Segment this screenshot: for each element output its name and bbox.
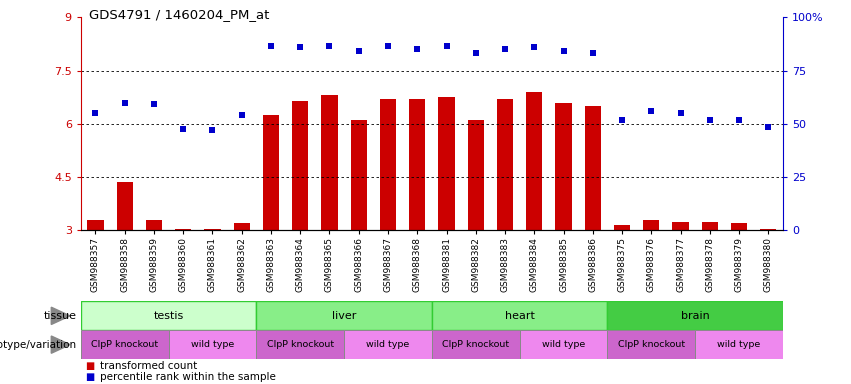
Bar [643, 220, 660, 230]
Polygon shape [51, 307, 70, 324]
Point [703, 117, 717, 123]
Point [176, 126, 190, 132]
Text: brain: brain [681, 311, 710, 321]
Bar [88, 220, 104, 230]
Point [118, 99, 132, 106]
Point [615, 117, 629, 123]
Text: ■: ■ [85, 361, 94, 371]
Bar [344, 330, 431, 359]
Point [352, 48, 366, 54]
Bar [468, 120, 484, 230]
Bar [292, 101, 308, 230]
Point [264, 43, 277, 49]
Point [674, 110, 688, 116]
Point [147, 101, 161, 108]
Bar [81, 301, 256, 330]
Bar [695, 330, 783, 359]
Text: ClpP knockout: ClpP knockout [266, 340, 334, 349]
Text: ClpP knockout: ClpP knockout [618, 340, 685, 349]
Bar [432, 301, 608, 330]
Bar [175, 228, 191, 230]
Bar [672, 222, 688, 230]
Point [440, 43, 454, 49]
Bar [351, 120, 367, 230]
Point [557, 48, 570, 54]
Text: GDS4791 / 1460204_PM_at: GDS4791 / 1460204_PM_at [89, 8, 270, 21]
Bar [322, 96, 338, 230]
Text: wild type: wild type [542, 340, 585, 349]
Bar [585, 106, 601, 230]
Point [410, 46, 424, 52]
Bar [234, 223, 250, 230]
Bar [117, 182, 133, 230]
Text: ClpP knockout: ClpP knockout [91, 340, 158, 349]
Bar [409, 99, 426, 230]
Point [235, 112, 248, 118]
Bar [608, 330, 695, 359]
Bar [760, 228, 776, 230]
Point [498, 46, 511, 52]
Bar [256, 301, 431, 330]
Point [528, 44, 541, 50]
Point [469, 50, 483, 56]
Bar [520, 330, 608, 359]
Bar [438, 97, 454, 230]
Point [586, 50, 600, 56]
Point [381, 43, 395, 50]
Text: genotype/variation: genotype/variation [0, 339, 77, 350]
Point [206, 127, 220, 133]
Bar [497, 99, 513, 230]
Bar [380, 99, 396, 230]
Text: percentile rank within the sample: percentile rank within the sample [100, 372, 276, 382]
Bar [608, 301, 783, 330]
Bar [81, 330, 168, 359]
Bar [731, 223, 747, 230]
Bar [146, 220, 162, 230]
Bar [263, 115, 279, 230]
Text: tissue: tissue [43, 311, 77, 321]
Bar [614, 225, 630, 230]
Text: wild type: wild type [367, 340, 409, 349]
Point [762, 124, 775, 131]
Point [732, 117, 745, 123]
Text: heart: heart [505, 311, 534, 321]
Point [89, 110, 102, 116]
Bar [556, 103, 572, 230]
Text: wild type: wild type [717, 340, 761, 349]
Point [323, 43, 336, 50]
Text: wild type: wild type [191, 340, 234, 349]
Bar [432, 330, 520, 359]
Point [644, 108, 658, 114]
Bar [168, 330, 256, 359]
Text: ■: ■ [85, 372, 94, 382]
Point [294, 45, 307, 51]
Bar [526, 92, 542, 230]
Bar [256, 330, 344, 359]
Text: testis: testis [153, 311, 184, 321]
Text: transformed count: transformed count [100, 361, 197, 371]
Text: liver: liver [332, 311, 357, 321]
Bar [204, 228, 220, 230]
Polygon shape [51, 336, 70, 353]
Text: ClpP knockout: ClpP knockout [443, 340, 510, 349]
Bar [702, 222, 718, 230]
